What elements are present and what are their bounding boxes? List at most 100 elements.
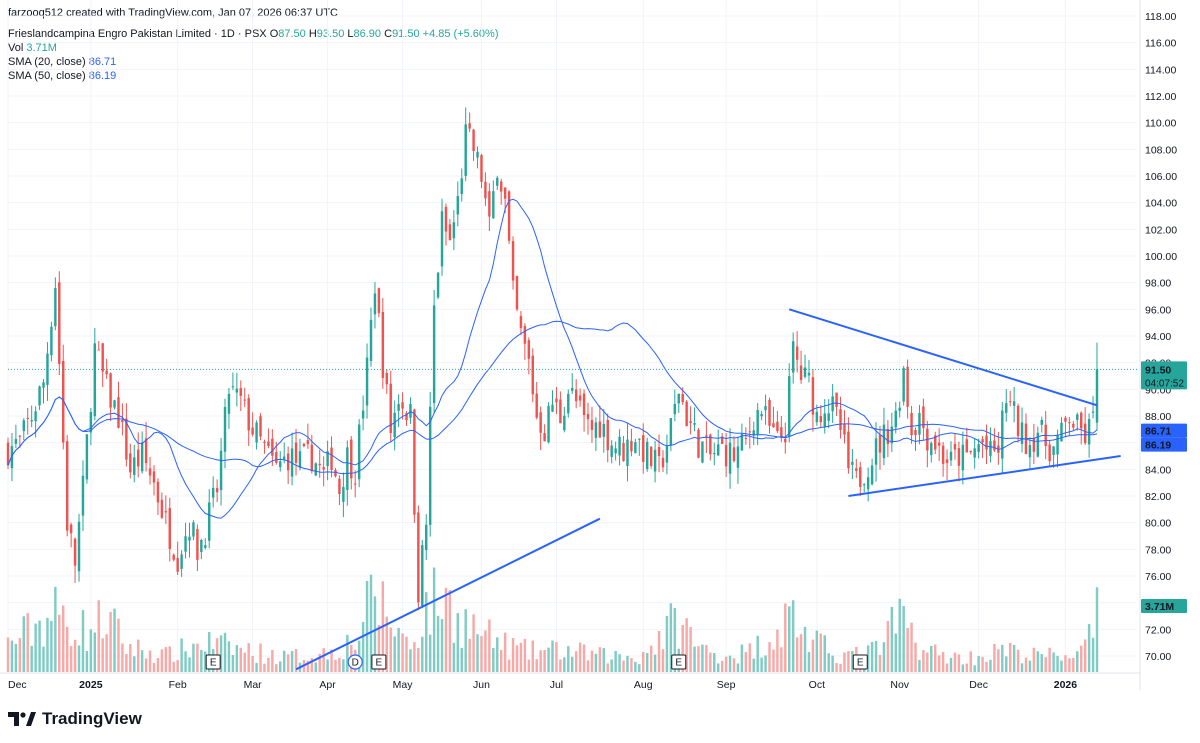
candle-body: [760, 414, 763, 417]
price-tick-label: 100.00: [1145, 251, 1177, 263]
symbol-title: Frieslandcampina Engro Pakistan Limited …: [8, 28, 267, 40]
volume-bar: [480, 636, 483, 672]
candle-body: [436, 272, 440, 298]
candle-body: [681, 393, 684, 403]
volume-bar: [689, 626, 692, 672]
sma20-tag-text: 86.71: [1145, 426, 1171, 438]
candle-body: [1087, 419, 1091, 445]
volume-bar: [452, 642, 456, 672]
grid: [7, 0, 1137, 672]
candle-body: [200, 539, 203, 552]
volume-bar: [519, 642, 523, 672]
volume-bar: [559, 659, 562, 672]
candle-body: [338, 478, 341, 494]
sma50-line: [7, 320, 1098, 475]
volume-bar: [231, 654, 235, 672]
price-tick-label: 110.00: [1145, 118, 1176, 130]
candle-body: [598, 421, 602, 438]
volume-bar: [661, 649, 665, 672]
candle-body: [768, 399, 771, 426]
volume-bar: [989, 659, 992, 672]
candle-body: [862, 484, 866, 486]
candle-body: [417, 512, 420, 603]
volume-bar: [898, 598, 901, 672]
volume-bar: [235, 645, 239, 672]
volume-bar: [192, 643, 195, 672]
volume-bar: [204, 651, 207, 672]
volume-bar: [642, 651, 645, 672]
volume-bar: [286, 654, 290, 672]
candle-body: [113, 400, 116, 408]
candle-body: [507, 191, 511, 241]
candle-body: [1028, 445, 1032, 458]
volume-bar: [594, 653, 598, 672]
volume-bar: [839, 663, 842, 672]
volume-bar: [752, 658, 755, 672]
volume-bar: [164, 647, 168, 672]
sma20-legend: SMA (20, close) 86.71: [8, 56, 117, 68]
candle-body: [54, 288, 57, 327]
candle-body: [243, 399, 246, 401]
candle-body: [764, 405, 767, 411]
candle-body: [97, 349, 100, 351]
candle-body: [547, 405, 550, 443]
volume-bar: [910, 622, 913, 672]
volume-bar: [681, 625, 684, 672]
candle-body: [851, 461, 854, 465]
tradingview-logo[interactable]: TradingView: [8, 708, 142, 730]
volume-bar: [760, 657, 763, 672]
candle-body: [353, 483, 357, 485]
volume-bar: [653, 654, 657, 672]
candle-body: [444, 206, 448, 232]
volume-bar: [1012, 644, 1016, 672]
price-tick-label: 72.00: [1145, 624, 1171, 636]
volume-bar: [918, 659, 921, 672]
volume-bar: [922, 650, 925, 672]
candle-body: [1040, 420, 1043, 425]
volume-bar: [397, 627, 400, 672]
volume-bar: [669, 603, 673, 672]
volume-bar: [54, 586, 57, 672]
volume-bars: [6, 567, 1099, 672]
volume-bar: [326, 659, 329, 672]
volume-bar: [81, 610, 85, 672]
candle-body: [160, 499, 164, 518]
volume-bar: [334, 659, 337, 672]
candle-body: [1091, 411, 1095, 413]
candle-body: [279, 461, 282, 468]
volume-bar: [578, 642, 582, 672]
volume-bar: [1048, 647, 1051, 672]
volume-bar: [496, 637, 499, 672]
candle-body: [859, 467, 862, 487]
volume-bar: [460, 647, 463, 672]
volume-bar: [657, 630, 661, 672]
candle-body: [129, 453, 132, 473]
candle-body: [492, 191, 495, 219]
candle-body: [65, 441, 69, 531]
volume-bar: [22, 616, 26, 672]
volume-bar: [693, 646, 696, 672]
volume-bar: [369, 574, 373, 672]
candle-body: [559, 399, 562, 424]
candle-body: [172, 554, 175, 560]
candle-body: [831, 396, 834, 412]
candle-body: [326, 451, 329, 467]
candle-body: [18, 435, 22, 437]
trendline: [295, 517, 601, 671]
candle-body: [168, 508, 171, 549]
volume-bar: [89, 629, 93, 672]
volume-bar: [701, 644, 704, 672]
volume-bar: [1028, 660, 1032, 672]
volume-bar: [172, 661, 175, 672]
candle-body: [223, 407, 227, 452]
candle-body: [689, 421, 692, 423]
volume-bar: [606, 663, 609, 672]
candle-body: [448, 224, 452, 241]
axis-tags: 91.50 04:07:52 86.71 86.19 3.71M: [1141, 361, 1187, 613]
candle-body: [902, 368, 905, 402]
candle-body: [1008, 401, 1012, 403]
candle-body: [357, 424, 361, 480]
volume-bar: [563, 657, 566, 672]
volume-bar: [389, 627, 392, 672]
